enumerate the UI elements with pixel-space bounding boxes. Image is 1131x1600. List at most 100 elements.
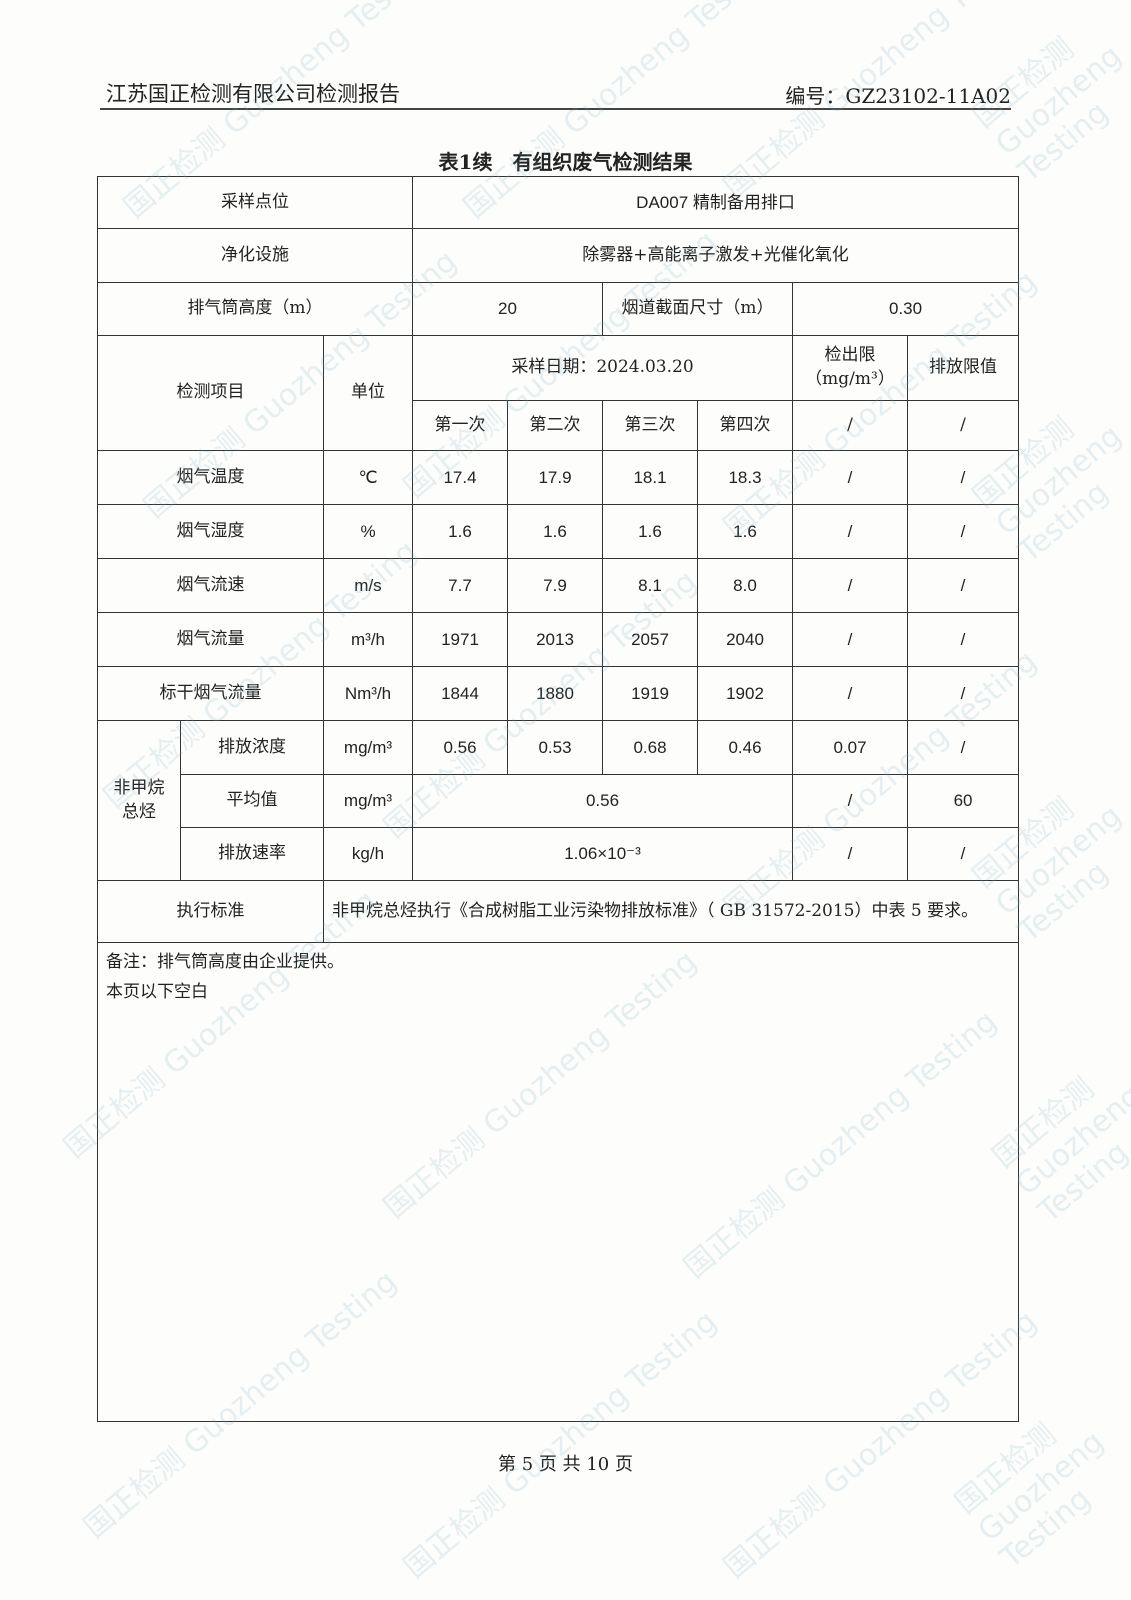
header-divider: [100, 108, 1011, 110]
table-row: 烟气流量 m³/h 1971 2013 2057 2040//: [97, 612, 1020, 667]
param-name: 烟气流速: [97, 558, 324, 613]
param-name: 标干烟气流量: [97, 666, 324, 721]
table-row: 烟气流速 m/s 7.7 7.9 8.1 8.0//: [97, 558, 1020, 613]
param-unit: m/s: [323, 558, 413, 613]
unit-header: 单位: [323, 335, 413, 451]
value-run-2: 0.53: [507, 720, 603, 775]
value-run-1: 1971: [412, 612, 508, 667]
notes-cell: 备注：排气筒高度由企业提供。 本页以下空白: [96, 942, 1020, 1422]
value-run-2: 1880: [507, 666, 603, 721]
item-header: 检测项目: [97, 335, 324, 451]
row-site: 采样点位 DA007 精制备用排口: [97, 176, 1020, 229]
detect-limit: /: [792, 827, 908, 881]
row-nmhc-rate: 排放速率 kg/h 1.06×10⁻³ / /: [98, 827, 1020, 881]
value-run-4: 0.46: [697, 720, 793, 775]
nmhc-label: 非甲烷总烃: [97, 720, 181, 881]
detect-limit: /: [792, 450, 908, 505]
value-run-2: 7.9: [507, 558, 603, 613]
value-run-3: 0.68: [602, 720, 698, 775]
row-header-2: 第一次 第二次 第三次 第四次 / /: [98, 400, 1020, 451]
table-row: 烟气湿度% 1.6 1.6 1.6 1.6//: [97, 504, 1020, 559]
value-run-2: 17.9: [507, 450, 603, 505]
value-run-1: 7.7: [412, 558, 508, 613]
standard-text: 非甲烷总烃执行《合成树脂工业污染物排放标准》（ GB 31572-2015）中表…: [322, 880, 1020, 943]
run-4-header: 第四次: [697, 400, 793, 451]
value-run-4: 2040: [697, 612, 793, 667]
param-unit: m³/h: [323, 612, 413, 667]
table-title: 表1续 有组织废气检测结果: [438, 150, 693, 174]
emission-limit: 60: [906, 774, 1020, 828]
note-remark: 备注：排气筒高度由企业提供。: [106, 952, 344, 972]
site-value: DA007 精制备用排口: [411, 176, 1020, 229]
date-header: 采样日期：2024.03.20: [412, 335, 793, 401]
average-value: 0.56: [412, 774, 793, 828]
emission-limit-slash: /: [906, 400, 1020, 451]
detect-limit: /: [792, 558, 908, 613]
table-row: 标干烟气流量 Nm³/h 1844 1880 1919 1902//: [97, 666, 1020, 721]
emission-limit: /: [906, 827, 1020, 881]
rate-value: 1.06×10⁻³: [412, 827, 793, 881]
row-nmhc-avg: 平均值 mg/m³ 0.56 / 60: [98, 774, 1020, 828]
run-2-header: 第二次: [507, 400, 603, 451]
value-run-1: 0.56: [412, 720, 508, 775]
emission-limit: /: [906, 720, 1020, 775]
row-nmhc-conc: 非甲烷总烃 排放浓度 mg/m³ 0.56 0.53 0.68 0.46 0.0…: [97, 720, 1020, 881]
emission-limit: /: [906, 612, 1020, 667]
detect-limit: 0.07: [792, 720, 908, 775]
row-notes: 备注：排气筒高度由企业提供。 本页以下空白: [96, 942, 1020, 1422]
value-run-3: 1919: [602, 666, 698, 721]
note-blank: 本页以下空白: [106, 982, 208, 1002]
detect-limit: /: [792, 504, 908, 559]
param-unit: mg/m³: [323, 720, 413, 775]
row-standard: 执行标准 非甲烷总烃执行《合成树脂工业污染物排放标准》（ GB 31572-20…: [97, 880, 1020, 943]
value-run-3: 8.1: [602, 558, 698, 613]
value-run-4: 1.6: [697, 504, 793, 559]
detect-limit: /: [792, 774, 908, 828]
value-run-2: 1.6: [507, 504, 603, 559]
param-name: 排放速率: [180, 827, 324, 881]
param-unit: kg/h: [323, 827, 413, 881]
param-name: 烟气流量: [97, 612, 324, 667]
standard-label: 执行标准: [97, 880, 324, 943]
detect-limit-slash: /: [792, 400, 908, 451]
table-row: 烟气温度 ℃ 17.4 17.9 18.1 18.3//: [97, 450, 1020, 505]
row-stack: 排气筒高度（m） 20 烟道截面尺寸（m） 0.30: [97, 282, 1020, 336]
run-1-header: 第一次: [412, 400, 508, 451]
emission-limit: /: [906, 666, 1020, 721]
value-run-4: 8.0: [697, 558, 793, 613]
run-3-header: 第三次: [602, 400, 698, 451]
param-name: 平均值: [180, 774, 324, 828]
value-run-4: 1902: [697, 666, 793, 721]
report-number: 编号：GZ23102-11A02: [785, 84, 1011, 108]
company-header: 江苏国正检测有限公司检测报告: [106, 82, 400, 106]
emission-limit: /: [906, 504, 1020, 559]
param-name: 排放浓度: [180, 720, 324, 775]
facility-value: 除雾器+高能离子激发+光催化氧化: [411, 228, 1020, 283]
value-run-3: 18.1: [602, 450, 698, 505]
emission-limit: /: [906, 558, 1020, 613]
detect-limit: /: [792, 666, 908, 721]
stack-height-label: 排气筒高度（m）: [97, 282, 413, 336]
row-header-1: 检测项目 单位 采样日期：2024.03.20 检出限（mg/m³） 排放限值: [97, 335, 1020, 451]
emission-limit-header: 排放限值: [906, 335, 1020, 401]
value-run-2: 2013: [507, 612, 603, 667]
facility-label: 净化设施: [97, 228, 413, 283]
value-run-3: 2057: [602, 612, 698, 667]
detect-limit: /: [792, 612, 908, 667]
param-unit: Nm³/h: [323, 666, 413, 721]
section-value: 0.30: [791, 282, 1020, 336]
value-run-3: 1.6: [602, 504, 698, 559]
param-name: 烟气温度: [97, 450, 324, 505]
value-run-4: 18.3: [697, 450, 793, 505]
emission-limit: /: [906, 450, 1020, 505]
page-number: 第 5 页 共 10 页: [498, 1454, 633, 1475]
value-run-1: 17.4: [412, 450, 508, 505]
value-run-1: 1844: [412, 666, 508, 721]
param-unit: %: [323, 504, 413, 559]
row-facility: 净化设施 除雾器+高能离子激发+光催化氧化: [97, 228, 1020, 283]
param-unit: mg/m³: [323, 774, 413, 828]
stack-height-value: 20: [412, 282, 603, 336]
param-unit: ℃: [323, 450, 413, 505]
section-label: 烟道截面尺寸（m）: [602, 282, 793, 336]
